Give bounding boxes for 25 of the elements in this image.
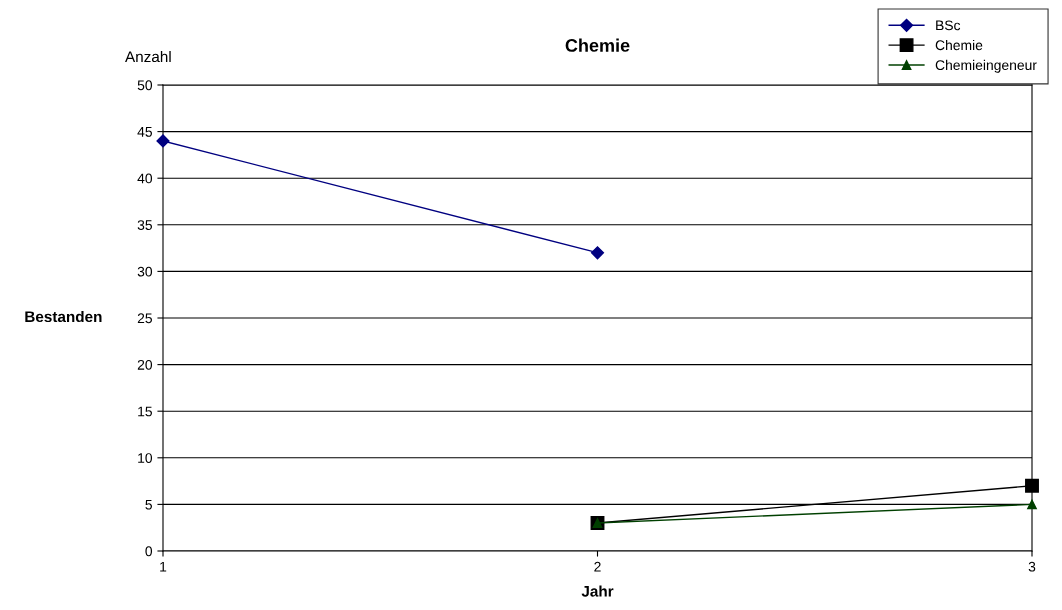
x-axis-title: Jahr xyxy=(581,585,614,597)
y-tick-label: 50 xyxy=(137,80,153,91)
legend-label: Chemie xyxy=(935,39,983,51)
y-tick-label: 35 xyxy=(137,220,152,230)
x-tick-label: 2 xyxy=(594,561,601,572)
point xyxy=(1027,499,1037,510)
point xyxy=(590,246,605,260)
legend-label: Chemieingeneur xyxy=(935,59,1037,73)
y-tick-label: 30 xyxy=(137,266,153,277)
y-tick-label: 40 xyxy=(137,173,153,184)
x-tick-label: 1 xyxy=(160,561,167,572)
legend-label: BSc xyxy=(936,20,961,31)
text: Anzahl xyxy=(125,50,171,63)
y-tick-label: 5 xyxy=(145,499,152,510)
y-tick-label: 25 xyxy=(137,313,152,324)
y-axis-title: Bestanden xyxy=(25,310,102,323)
y-tick-label: 20 xyxy=(137,359,153,370)
y-tick-label: 45 xyxy=(137,127,152,137)
y-tick-label: 0 xyxy=(145,546,153,557)
y-tick-label: 15 xyxy=(138,406,152,417)
y-tick-label: 10 xyxy=(138,453,153,463)
x-tick-label: 3 xyxy=(1028,561,1036,572)
point xyxy=(156,134,170,148)
point xyxy=(1025,478,1039,493)
chart-title: Chemie xyxy=(565,38,630,52)
